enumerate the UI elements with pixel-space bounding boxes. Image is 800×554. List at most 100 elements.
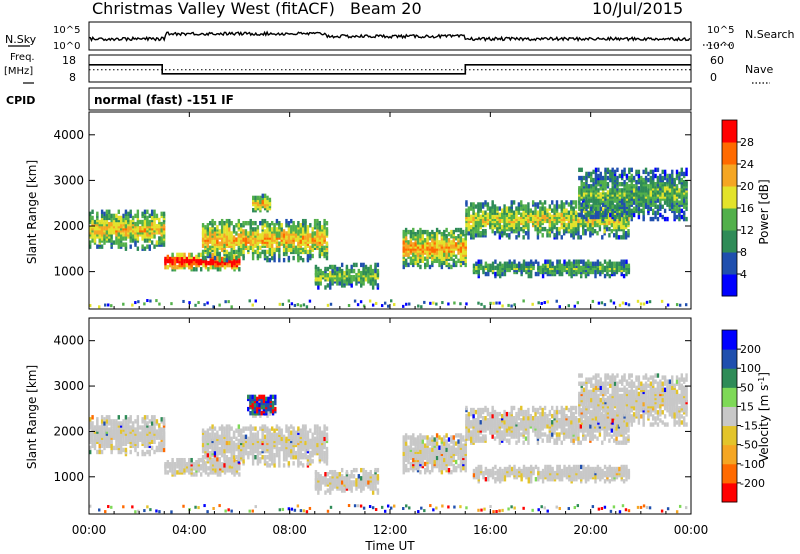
power-echo-cell (611, 171, 614, 177)
power-echo-cell (162, 242, 166, 247)
velocity-echo-cell (270, 438, 274, 444)
power-echo-cell (477, 263, 480, 269)
velocity-echo-cell (247, 436, 250, 442)
power-echo-cell (242, 253, 245, 259)
velocity-echo-cell (311, 436, 314, 442)
power-echo-cell (192, 260, 196, 266)
power-clutter-cell (429, 301, 432, 305)
power-clutter-cell (308, 299, 312, 303)
power-colorbar-swatch (722, 142, 737, 165)
power-echo-cell (409, 233, 413, 239)
velocity-echo-cell (218, 434, 221, 440)
power-echo-cell (357, 277, 361, 282)
power-echo-cell (124, 219, 128, 225)
power-echo-cell (459, 248, 463, 253)
velocity-echo-cell (89, 431, 92, 436)
power-echo-cell (352, 268, 356, 274)
velocity-echo-cell (254, 444, 257, 450)
velocity-echo-cell (251, 432, 255, 437)
power-echo-cell (105, 213, 109, 219)
velocity-echo-cell (218, 446, 221, 452)
power-echo-cell (678, 188, 681, 193)
power-echo-cell (663, 208, 667, 214)
velocity-echo-cell (115, 419, 118, 424)
power-echo-cell (659, 206, 662, 212)
velocity-echo-cell (297, 436, 300, 442)
velocity-echo-cell (105, 425, 109, 430)
power-clutter-cell (507, 303, 510, 307)
velocity-echo-cell (183, 468, 186, 473)
power-echo-cell (443, 236, 446, 241)
velocity-echo-cell (214, 468, 217, 473)
power-echo-cell (213, 245, 217, 251)
power-clutter-cell (600, 301, 604, 305)
power-echo-cell (270, 233, 274, 238)
power-echo-cell (474, 204, 478, 209)
power-echo-cell (287, 237, 291, 242)
power-echo-cell (562, 216, 566, 222)
power-echo-cell (345, 264, 349, 270)
power-echo-cell (666, 186, 669, 191)
velocity-echo-cell (89, 421, 92, 426)
velocity-echo-cell (321, 457, 324, 462)
power-echo-cell (230, 235, 233, 240)
power-echo-cell (493, 204, 497, 209)
power-echo-cell (280, 227, 283, 232)
power-echo-cell (223, 254, 227, 260)
velocity-echo-cell (160, 427, 163, 432)
power-echo-cell (127, 226, 130, 231)
power-echo-cell (560, 263, 564, 269)
power-clutter-cell (371, 303, 375, 307)
power-echo-cell (562, 202, 566, 207)
power-colorbar-swatch (722, 208, 737, 231)
velocity-echo-cell (103, 417, 106, 422)
velocity-echo-cell (292, 455, 295, 460)
power-echo-cell (153, 219, 156, 225)
power-echo-cell (136, 246, 140, 251)
power-echo-cell (570, 214, 573, 220)
power-echo-cell (426, 250, 429, 255)
velocity-echo-cell (402, 445, 405, 450)
power-echo-cell (220, 233, 224, 238)
power-echo-cell (647, 171, 650, 177)
power-echo-cell (419, 244, 422, 249)
velocity-echo-cell (237, 438, 241, 444)
velocity-echo-cell (230, 426, 233, 431)
power-echo-cell (266, 229, 269, 234)
power-echo-cell (558, 259, 561, 264)
power-echo-cell (457, 258, 460, 264)
power-echo-cell (649, 216, 653, 222)
velocity-echo-cell (153, 449, 156, 455)
velocity-echo-cell (364, 469, 368, 475)
power-clutter-cell (290, 302, 294, 306)
velocity-echo-cell (259, 438, 262, 444)
velocity-echo-cell (285, 428, 288, 433)
power-echo-cell (237, 218, 241, 224)
power-clutter-cell (567, 304, 570, 308)
power-echo-cell (555, 235, 559, 240)
power-echo-cell (352, 262, 356, 268)
power-echo-cell (103, 219, 106, 225)
power-echo-cell (325, 241, 329, 246)
power-echo-cell (445, 252, 448, 257)
velocity-echo-cell (141, 425, 144, 430)
velocity-echo-cell (134, 445, 137, 451)
power-echo-cell (242, 249, 245, 255)
power-echo-cell (306, 229, 310, 234)
velocity-echo-cell (249, 424, 252, 429)
power-echo-cell (622, 218, 625, 224)
power-echo-cell (484, 210, 487, 215)
power-echo-cell (470, 202, 473, 207)
power-echo-cell (105, 230, 109, 235)
power-echo-cell (412, 227, 415, 233)
power-echo-cell (562, 208, 566, 213)
power-echo-cell (290, 225, 293, 230)
velocity-echo-cell (228, 440, 231, 446)
velocity-echo-cell (153, 419, 156, 424)
power-echo-cell (656, 167, 660, 173)
velocity-echo-cell (301, 424, 305, 429)
power-echo-cell (254, 220, 257, 226)
power-clutter-cell (278, 302, 282, 306)
velocity-echo-cell (98, 425, 101, 430)
